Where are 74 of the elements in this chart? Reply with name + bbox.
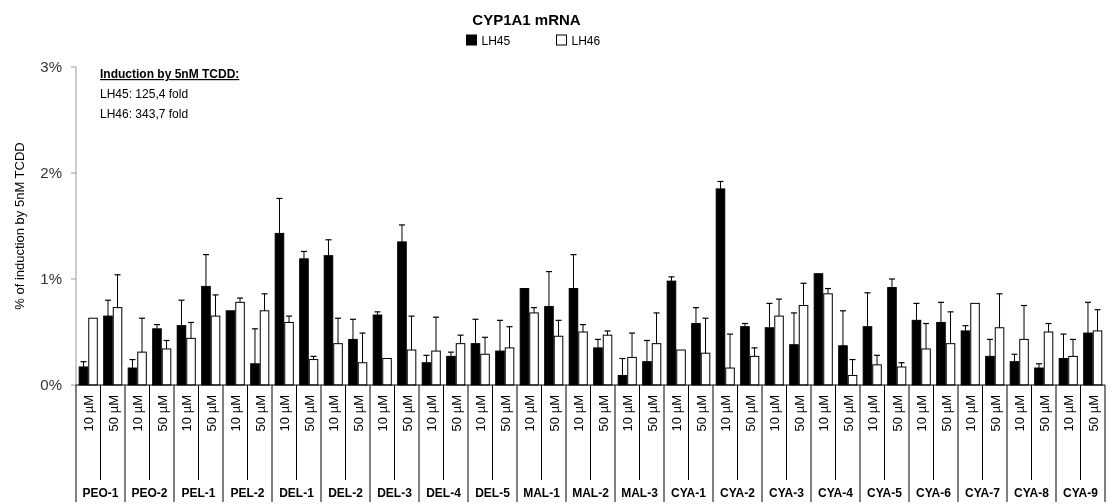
x-tick-label: 10 µM (767, 395, 783, 432)
text: CYA-2 (720, 486, 756, 500)
text: CYA-9 (1063, 486, 1099, 500)
x-tick-label: 50 µM (105, 395, 121, 432)
x-tick-label: 50 µM (252, 395, 268, 432)
chart-title: CYP1A1 mRNA (472, 11, 581, 28)
x-tick-label: 10 µM (620, 395, 636, 432)
x-tick-label: 50 µM (546, 395, 562, 432)
text: CYA-5 (867, 486, 903, 500)
x-tick-label: 50 µM (742, 395, 758, 432)
annotation: LH45: 125,4 fold (100, 87, 189, 101)
text: CYA-3 (769, 486, 805, 500)
x-tick-label: 50 µM (595, 395, 611, 432)
legend-label: LH45 (481, 34, 511, 48)
x-tick-label: 10 µM (669, 395, 685, 432)
x-tick-label: 10 µM (571, 395, 587, 432)
x-tick-label: 50 µM (301, 395, 317, 432)
x-tick-label: 10 µM (473, 395, 489, 432)
text: DEL-5 (475, 486, 511, 500)
x-tick-label: 50 µM (399, 395, 415, 432)
x-tick-label: 10 µM (277, 395, 293, 432)
x-tick-label: 10 µM (1061, 395, 1077, 432)
x-tick-label: 10 µM (963, 395, 979, 432)
x-tick-label: 10 µM (424, 395, 440, 432)
text: CYA-8 (1014, 486, 1050, 500)
x-tick-label: 50 µM (644, 395, 660, 432)
x-tick-label: 10 µM (375, 395, 391, 432)
x-tick-label: 10 µM (179, 395, 195, 432)
x-tick-label: 10 µM (816, 395, 832, 432)
x-tick-label: 10 µM (81, 395, 97, 432)
x-tick-label: 50 µM (497, 395, 513, 432)
annotation: Induction by 5nM TCDD: (100, 67, 240, 81)
text: CYA-1 (671, 486, 707, 500)
x-tick-label: 10 µM (865, 395, 881, 432)
x-tick-label: 50 µM (791, 395, 807, 432)
y-tick-label: 2% (40, 164, 62, 181)
text: MAL-2 (572, 486, 610, 500)
text: DEL-3 (377, 486, 413, 500)
text: PEO-2 (131, 486, 168, 500)
x-tick-label: 10 µM (1012, 395, 1028, 432)
x-tick-label: 50 µM (1085, 395, 1101, 432)
x-tick-label: 10 µM (130, 395, 146, 432)
x-tick-label: 50 µM (987, 395, 1003, 432)
x-tick-label: 10 µM (326, 395, 342, 432)
x-tick-label: 50 µM (154, 395, 170, 432)
text: CYA-4 (818, 486, 854, 500)
text: MAL-3 (621, 486, 659, 500)
x-tick-label: 50 µM (840, 395, 856, 432)
text: PEO-1 (82, 486, 119, 500)
x-tick-label: 50 µM (448, 395, 464, 432)
text: CYA-6 (916, 486, 952, 500)
text: DEL-4 (426, 486, 462, 500)
y-tick-label: 3% (40, 58, 62, 75)
text: CYA-7 (965, 486, 1001, 500)
text: PEL-1 (181, 486, 216, 500)
x-tick-label: 10 µM (228, 395, 244, 432)
x-tick-label: 10 µM (522, 395, 538, 432)
x-tick-label: 50 µM (938, 395, 954, 432)
x-tick-label: 50 µM (1036, 395, 1052, 432)
y-tick-label: 1% (40, 270, 62, 287)
text: PEL-2 (230, 486, 265, 500)
text: MAL-1 (523, 486, 561, 500)
x-tick-label: 10 µM (914, 395, 930, 432)
x-tick-label: 10 µM (718, 395, 734, 432)
x-tick-label: 50 µM (203, 395, 219, 432)
legend-label: LH46 (571, 34, 601, 48)
x-tick-label: 50 µM (889, 395, 905, 432)
x-tick-label: 50 µM (693, 395, 709, 432)
text: DEL-1 (279, 486, 315, 500)
annotation: LH46: 343,7 fold (100, 107, 189, 121)
y-axis-title: % of induction by 5nM TCDD (12, 142, 27, 310)
y-tick-label: 0% (40, 376, 62, 393)
x-tick-label: 50 µM (350, 395, 366, 432)
text: DEL-2 (328, 486, 364, 500)
